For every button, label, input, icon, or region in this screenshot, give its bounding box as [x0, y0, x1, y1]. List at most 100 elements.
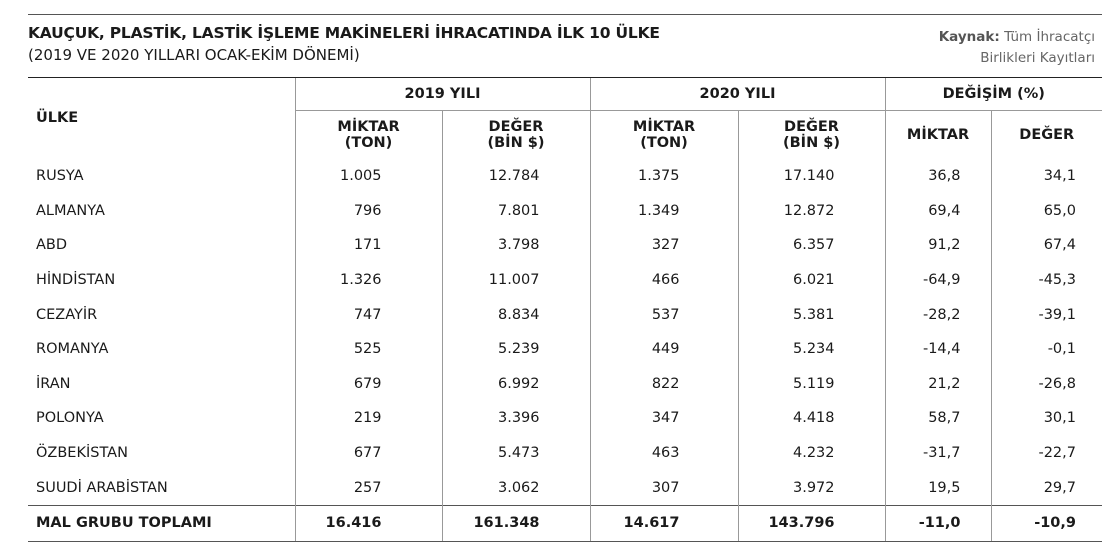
value-2020-cell: 12.872 [737, 193, 885, 229]
qty-change-cell: -28,2 [884, 297, 991, 332]
country-cell: MAL GRUBU TOPLAMI [28, 504, 295, 542]
value-2019-cell: 6.992 [441, 366, 590, 402]
header-2019-val-l2: (BİN $) [487, 135, 545, 151]
qty-2020-cell: 463 [589, 435, 738, 471]
qty-2019-cell: 679 [294, 366, 442, 402]
header-row-sub: MİKTAR (TON) DEĞER (BİN $) MİKTAR (TON) … [28, 110, 1102, 159]
country-cell: SUUDİ ARABİSTAN [36, 479, 168, 496]
table-title: KAUÇUK, PLASTİK, LASTİK İŞLEME MAKİNELER… [28, 24, 660, 42]
qty-2020-cell: 347 [589, 401, 738, 436]
value-2020-cell: 4.418 [737, 401, 885, 436]
source-label: Kaynak: [938, 29, 1000, 45]
qty-2020-cell: 14.617 [589, 504, 738, 542]
qty-change-cell: 36,8 [884, 159, 991, 194]
value-change-cell: -22,7 [990, 435, 1102, 471]
qty-2020-cell: 466 [589, 262, 738, 298]
header-2019-qty-l1: MİKTAR [337, 119, 400, 135]
value-change-cell: -0,1 [990, 331, 1102, 367]
qty-2019-cell: 171 [294, 228, 442, 263]
value-2020-cell: 4.232 [737, 435, 885, 471]
value-change-cell: 67,4 [990, 228, 1102, 263]
qty-2019-cell: 677 [294, 435, 442, 471]
header-2020-val: DEĞER (BİN $) [737, 110, 885, 159]
qty-change-cell: -31,7 [884, 435, 991, 471]
value-2019-cell: 12.784 [441, 159, 590, 194]
qty-2020-cell: 1.349 [589, 193, 738, 229]
table-row: ABD 171 3.798 327 6.357 91,2 67,4 [28, 228, 1102, 263]
header-2019-val: DEĞER (BİN $) [441, 110, 590, 159]
table-row: HİNDİSTAN 1.326 11.007 466 6.021 -64,9 -45,3 [28, 262, 1102, 298]
header-year-2019: 2019 YILI [294, 77, 590, 111]
table-subtitle: (2019 VE 2020 YILLARI OCAK-EKİM DÖNEMİ) [28, 46, 360, 64]
value-2020-cell: 5.381 [737, 297, 885, 332]
header-country: ÜLKE [28, 77, 295, 159]
country-cell: HİNDİSTAN [36, 272, 116, 289]
qty-2019-cell: 796 [294, 193, 442, 229]
qty-change-cell: -64,9 [884, 262, 991, 298]
value-2019-cell: 11.007 [441, 262, 590, 298]
value-change-cell: -10,9 [990, 504, 1102, 542]
qty-2019-cell: 1.005 [294, 159, 442, 194]
value-2020-cell: 6.021 [737, 262, 885, 298]
country-cell: ALMANYA [36, 202, 105, 219]
source-note: Kaynak: Tüm İhracatçı Birlikleri Kayıtla… [939, 27, 1095, 69]
table-row: ROMANYA 525 5.239 449 5.234 -14,4 -0,1 [28, 331, 1102, 367]
qty-change-cell: -11,0 [884, 504, 991, 542]
table-row: CEZAYİR 747 8.834 537 5.381 -28,2 -39,1 [28, 297, 1102, 332]
country-cell: İRAN [36, 375, 71, 392]
table-row: ÖZBEKİSTAN 677 5.473 463 4.232 -31,7 -22,7 [28, 435, 1102, 471]
value-2019-cell: 5.473 [441, 435, 590, 471]
value-2020-cell: 5.119 [737, 366, 885, 402]
value-2020-cell: 6.357 [737, 228, 885, 263]
value-change-cell: 30,1 [990, 401, 1102, 436]
value-change-cell: -45,3 [990, 262, 1102, 298]
value-2019-cell: 5.239 [441, 331, 590, 367]
qty-2020-cell: 307 [589, 470, 738, 506]
table-row: ALMANYA 796 7.801 1.349 12.872 69,4 65,0 [28, 193, 1102, 229]
value-2020-cell: 17.140 [737, 159, 885, 194]
header-2019-val-l1: DEĞER [488, 119, 544, 135]
qty-change-cell: 69,4 [884, 193, 991, 229]
header-2019-qty-l2: (TON) [344, 135, 393, 151]
country-cell: CEZAYİR [36, 306, 98, 323]
header-row-groups: ÜLKE 2019 YILI 2020 YILI DEĞİŞİM (%) [28, 77, 1102, 159]
country-cell: ABD [36, 237, 68, 254]
qty-2020-cell: 327 [589, 228, 738, 263]
qty-2019-cell: 16.416 [294, 504, 442, 542]
table-row: POLONYA 219 3.396 347 4.418 58,7 30,1 [28, 401, 1102, 436]
qty-2020-cell: 537 [589, 297, 738, 332]
export-table: ÜLKE 2019 YILI 2020 YILI DEĞİŞİM (%) MİK… [28, 77, 1102, 542]
source-line-1: Tüm İhracatçı [1004, 29, 1095, 45]
qty-change-cell: 91,2 [884, 228, 991, 263]
value-2020-cell: 5.234 [737, 331, 885, 367]
value-change-cell: -39,1 [990, 297, 1102, 332]
qty-change-cell: 58,7 [884, 401, 991, 436]
qty-2020-cell: 449 [589, 331, 738, 367]
header-2020-val-l1: DEĞER [784, 119, 839, 135]
value-2019-cell: 3.062 [441, 470, 590, 506]
source-line-2: Birlikleri Kayıtları [980, 50, 1095, 66]
qty-2019-cell: 219 [294, 401, 442, 436]
top-rule [28, 14, 1102, 15]
header-2020-qty-l2: (TON) [640, 135, 688, 151]
header-2020-qty-l1: MİKTAR [632, 119, 696, 135]
header-2020-qty: MİKTAR (TON) [589, 110, 738, 159]
value-change-cell: -26,8 [990, 366, 1102, 402]
qty-change-cell: 19,5 [884, 470, 991, 506]
value-2020-cell: 3.972 [737, 470, 885, 506]
country-cell: ROMANYA [36, 341, 109, 358]
header-change: DEĞİŞİM (%) [884, 77, 1102, 111]
qty-2019-cell: 525 [294, 331, 442, 367]
value-2019-cell: 3.798 [441, 228, 590, 263]
qty-2020-cell: 822 [589, 366, 738, 402]
value-2019-cell: 7.801 [441, 193, 590, 229]
header-2020-val-l2: (BİN $) [783, 135, 840, 151]
header-2019-qty: MİKTAR (TON) [294, 110, 442, 159]
country-cell: RUSYA [36, 168, 84, 185]
qty-2019-cell: 257 [294, 470, 442, 506]
table-row: İRAN 679 6.992 822 5.119 21,2 -26,8 [28, 366, 1102, 402]
value-change-cell: 34,1 [990, 159, 1102, 194]
total-row: MAL GRUBU TOPLAMI 16.416 161.348 14.617 143.… [28, 504, 1102, 542]
country-cell: ÖZBEKİSTAN [36, 445, 128, 462]
qty-change-cell: -14,4 [884, 331, 991, 367]
